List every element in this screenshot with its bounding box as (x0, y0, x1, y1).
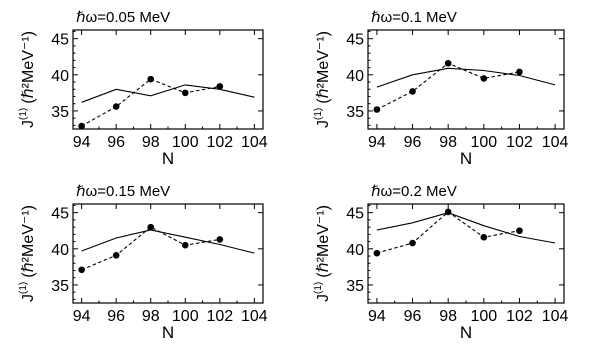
data-point (181, 89, 189, 97)
y-axis-label-main: J (315, 294, 332, 302)
y-axis-label: J(1) (ℏ²MeV⁻¹) (18, 31, 37, 128)
x-tick-label: 100 (470, 134, 497, 151)
x-tick-label: 98 (439, 134, 457, 151)
x-tick-label: 94 (368, 308, 386, 325)
y-tick-label: 40 (51, 242, 69, 259)
x-tick-label: 102 (506, 134, 533, 151)
x-tick-label: 100 (172, 308, 199, 325)
data-point (516, 227, 523, 235)
data-point (480, 75, 488, 82)
x-axis-label: N (162, 323, 174, 342)
y-axis-label: J(1) (ℏ²MeV⁻¹) (313, 205, 332, 302)
experimental-line (376, 62, 520, 110)
y-tick-label: 45 (346, 32, 364, 49)
y-axis-label-unit: (ℏ²MeV⁻¹) (315, 31, 332, 104)
panel-title: ℏω=0.2 MeV (371, 183, 457, 200)
x-axis-label: N (460, 323, 472, 342)
chart-panel-2: ℏω=0.1 MeV 35 40 45 94 96 98 100 102 104 N J(1) (ℏ²M… (313, 9, 569, 168)
y-axis-label: J(1) (ℏ²MeV⁻¹) (18, 205, 37, 302)
calculated-line (376, 67, 556, 88)
chart-panel-1: ℏω=0.05 MeV 35 40 45 94 96 98 100 102 104 N J(1) (ℏ²… (18, 9, 268, 168)
y-axis-label-sup: (1) (313, 108, 324, 120)
x-axis-label: N (162, 149, 174, 168)
plot-frame (72, 203, 264, 304)
data-point (516, 68, 523, 76)
y-axis-label-sup: (1) (313, 282, 324, 294)
y-axis-label-sup: (1) (18, 282, 29, 294)
panel-title: ℏω=0.05 MeV (76, 9, 170, 26)
data-point (373, 249, 381, 257)
chart-panel-4: ℏω=0.2 MeV 35 40 45 94 96 98 100 102 104 N J(1) (ℏ²M… (313, 183, 569, 342)
y-tick-label: 45 (346, 206, 364, 223)
data-point (78, 122, 85, 130)
y-tick-label: 40 (51, 68, 69, 85)
experimental-line (81, 226, 220, 271)
calculated-line (81, 84, 255, 103)
calculated-line (81, 229, 255, 254)
calculated-line (376, 212, 556, 244)
x-axis-label: N (460, 149, 472, 168)
x-tick-label: 104 (241, 134, 268, 151)
data-point (373, 106, 381, 113)
panel-title: ℏω=0.15 MeV (76, 183, 170, 200)
y-tick-label: 45 (51, 32, 69, 49)
data-point (78, 266, 85, 274)
experimental-line (376, 211, 520, 254)
panel-title: ℏω=0.1 MeV (371, 9, 457, 26)
data-point (216, 83, 224, 90)
y-axis-label: J(1) (ℏ²MeV⁻¹) (313, 31, 332, 128)
y-axis-label-unit: (ℏ²MeV⁻¹) (315, 205, 332, 278)
x-tick-label: 96 (404, 134, 422, 151)
x-tick-label: 104 (542, 134, 569, 151)
x-tick-label: 104 (241, 308, 268, 325)
experimental-line (81, 78, 220, 127)
x-tick-label: 98 (142, 308, 160, 325)
x-tick-label: 94 (368, 134, 386, 151)
data-point (112, 252, 120, 259)
data-point (216, 236, 224, 243)
x-tick-label: 102 (206, 134, 233, 151)
y-tick-label: 40 (346, 242, 364, 259)
data-point (480, 233, 488, 241)
x-tick-label: 100 (470, 308, 497, 325)
x-tick-label: 96 (107, 134, 125, 151)
x-tick-label: 98 (439, 308, 457, 325)
data-point (112, 103, 120, 110)
x-tick-label: 96 (107, 308, 125, 325)
data-point (444, 59, 452, 67)
y-axis-label-unit: (ℏ²MeV⁻¹) (20, 31, 37, 104)
data-point (409, 239, 416, 247)
y-axis-label-main: J (20, 120, 37, 128)
data-point (147, 75, 155, 83)
x-tick-label: 100 (172, 134, 199, 151)
x-tick-label: 94 (73, 134, 91, 151)
y-tick-label: 40 (346, 68, 364, 85)
y-tick-label: 35 (346, 104, 364, 121)
x-tick-label: 98 (142, 134, 160, 151)
x-tick-label: 96 (404, 308, 422, 325)
data-point (409, 88, 416, 95)
y-axis-label-main: J (315, 120, 332, 128)
data-point (147, 223, 155, 231)
data-point (181, 241, 189, 249)
y-axis-label-main: J (20, 294, 37, 302)
x-tick-label: 104 (542, 308, 569, 325)
plot-frame (72, 29, 264, 130)
y-tick-label: 45 (51, 206, 69, 223)
data-point (444, 208, 452, 216)
y-tick-label: 35 (51, 278, 69, 295)
y-tick-label: 35 (346, 278, 364, 295)
x-tick-label: 102 (506, 308, 533, 325)
x-tick-label: 102 (206, 308, 233, 325)
x-tick-label: 94 (73, 308, 91, 325)
y-axis-label-unit: (ℏ²MeV⁻¹) (20, 205, 37, 278)
y-tick-label: 35 (51, 104, 69, 121)
y-axis-label-sup: (1) (18, 108, 29, 120)
chart-panel-3: ℏω=0.15 MeV 35 40 45 94 96 98 100 102 104 N J(1) (ℏ²… (18, 183, 268, 342)
